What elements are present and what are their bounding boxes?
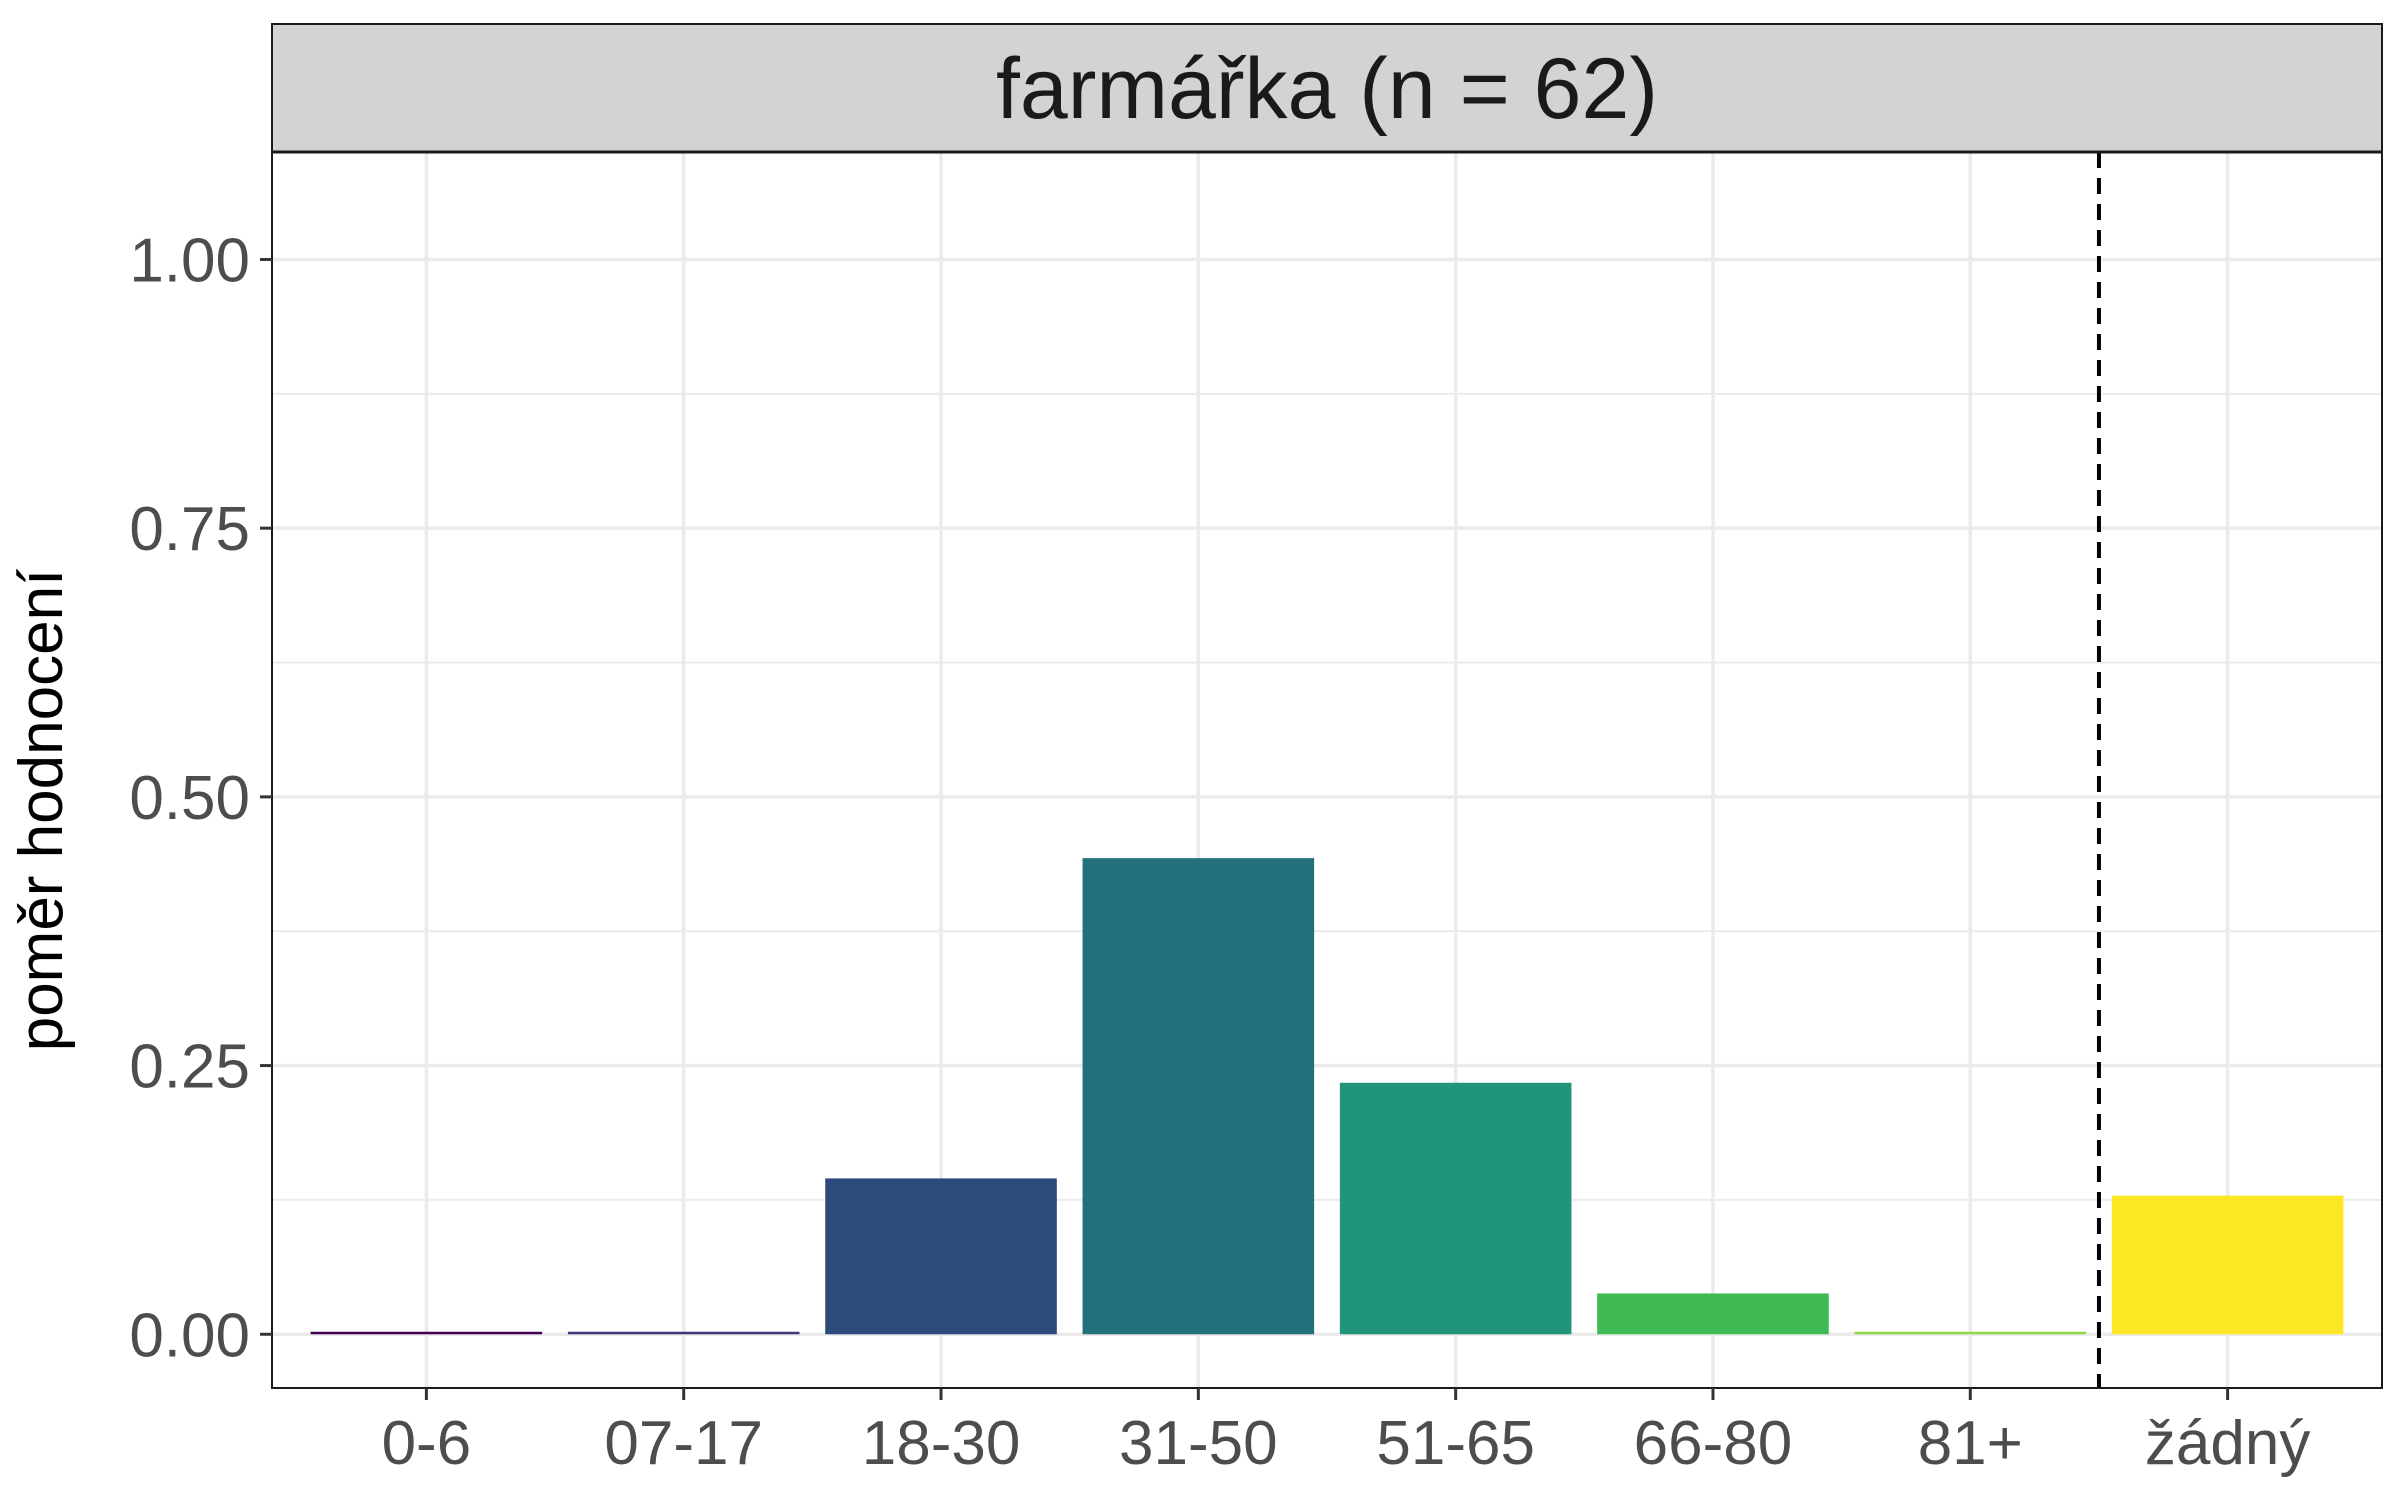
facet-title: farmářka (n = 62) (996, 41, 1658, 137)
bar (825, 1178, 1057, 1335)
x-tick-label: 0-6 (382, 1409, 472, 1478)
bars (310, 858, 2344, 1335)
bar (1082, 858, 1315, 1335)
bar (2111, 1195, 2344, 1335)
y-tick-label: 0.50 (129, 764, 250, 833)
y-tick-label: 0.00 (129, 1301, 250, 1370)
bar (1339, 1082, 1572, 1335)
bar (1854, 1331, 2087, 1335)
bar (1597, 1293, 1829, 1335)
x-tick-label: žádný (2145, 1409, 2310, 1478)
x-tick-label: 81+ (1918, 1409, 2023, 1478)
x-tick-label: 07-17 (604, 1409, 763, 1478)
bar (567, 1331, 800, 1335)
bar (310, 1331, 543, 1335)
x-axis: 0-6 07-17 18-30 31-50 51-65 66-80 81+ žádný (382, 1388, 2310, 1478)
y-tick-label: 0.25 (129, 1033, 250, 1102)
y-tick-label: 0.75 (129, 495, 250, 564)
grid-lines (272, 152, 2382, 1388)
y-axis-label: poměr hodnocení (7, 569, 76, 1052)
plot-panel (272, 152, 2382, 1388)
y-axis: 0.00 0.25 0.50 0.75 1.00 (129, 226, 272, 1370)
x-tick-label: 18-30 (862, 1409, 1021, 1478)
x-tick-label: 51-65 (1376, 1409, 1535, 1478)
x-tick-label: 31-50 (1119, 1409, 1278, 1478)
y-tick-label: 1.00 (129, 226, 250, 295)
x-tick-label: 66-80 (1634, 1409, 1793, 1478)
facet-strip (271, 23, 2383, 153)
